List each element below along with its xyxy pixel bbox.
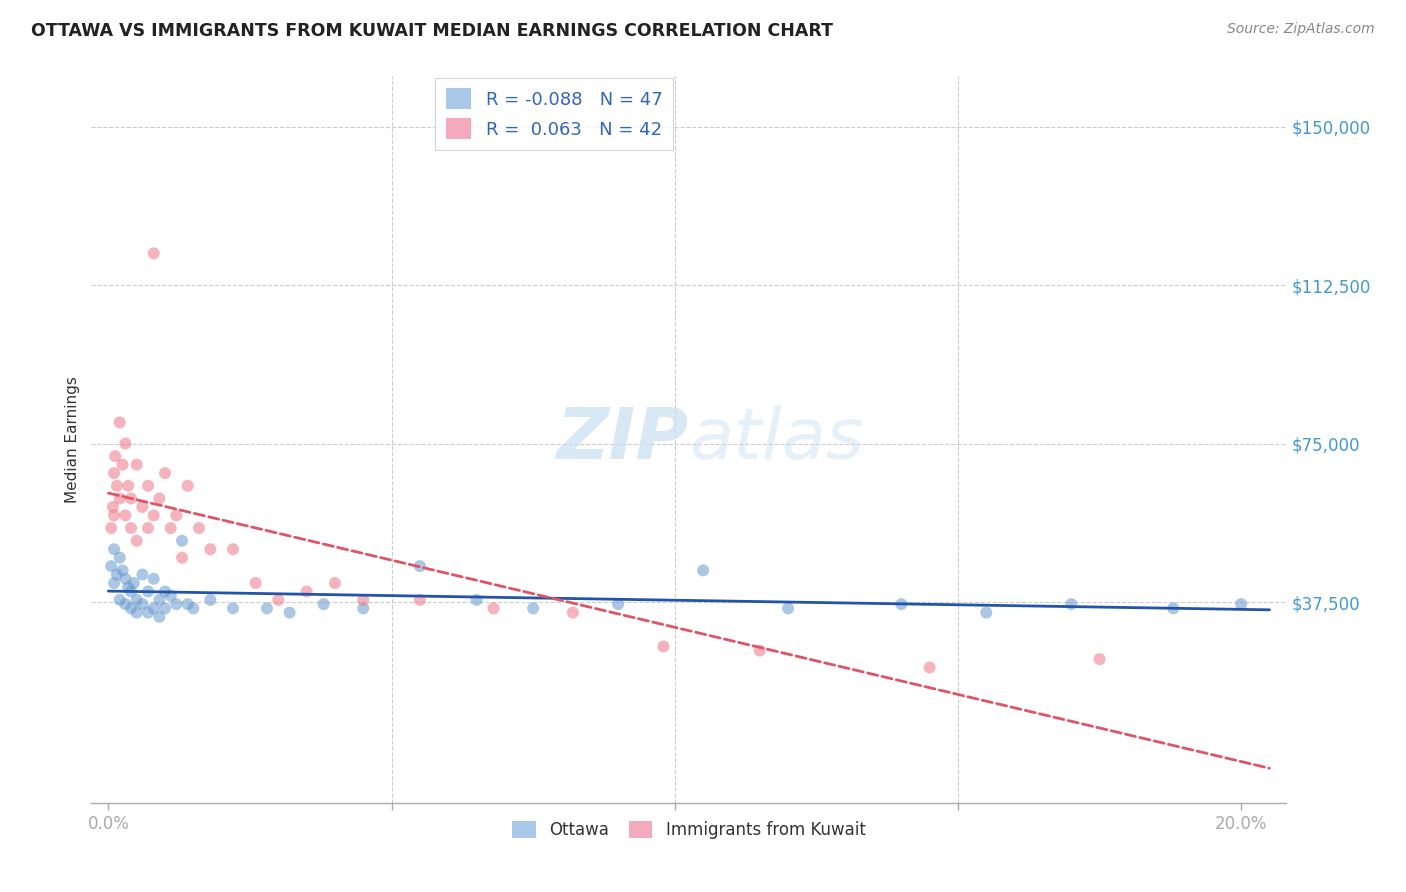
Point xyxy=(148,491,170,506)
Point xyxy=(170,533,193,548)
Point xyxy=(136,521,159,535)
Point xyxy=(1230,597,1253,611)
Point xyxy=(974,606,997,620)
Point xyxy=(131,500,153,514)
Point xyxy=(918,660,941,674)
Point xyxy=(748,643,770,657)
Point xyxy=(652,640,675,654)
Point xyxy=(103,466,125,480)
Point xyxy=(120,491,142,506)
Point xyxy=(117,580,139,594)
Point xyxy=(100,559,122,574)
Point xyxy=(142,246,165,260)
Point xyxy=(409,559,432,574)
Point xyxy=(295,584,318,599)
Point xyxy=(153,466,176,480)
Point xyxy=(245,576,267,591)
Point xyxy=(120,584,142,599)
Point xyxy=(114,572,136,586)
Point xyxy=(142,601,165,615)
Text: atlas: atlas xyxy=(689,405,863,474)
Point xyxy=(101,500,124,514)
Point xyxy=(170,550,193,565)
Point xyxy=(108,491,131,506)
Point xyxy=(561,606,583,620)
Point xyxy=(142,572,165,586)
Point xyxy=(148,610,170,624)
Text: ZIP: ZIP xyxy=(557,405,689,474)
Point xyxy=(103,576,125,591)
Point xyxy=(103,508,125,523)
Point xyxy=(114,508,136,523)
Point xyxy=(114,597,136,611)
Point xyxy=(323,576,346,591)
Point xyxy=(607,597,630,611)
Point xyxy=(692,563,714,577)
Point xyxy=(522,601,544,615)
Legend: Ottawa, Immigrants from Kuwait: Ottawa, Immigrants from Kuwait xyxy=(506,814,872,846)
Point xyxy=(165,508,187,523)
Point xyxy=(176,479,198,493)
Text: Source: ZipAtlas.com: Source: ZipAtlas.com xyxy=(1227,22,1375,37)
Point xyxy=(131,567,153,582)
Point xyxy=(103,542,125,557)
Point xyxy=(100,521,122,535)
Point xyxy=(104,449,127,463)
Point xyxy=(148,593,170,607)
Point xyxy=(117,479,139,493)
Point xyxy=(122,576,145,591)
Point xyxy=(409,593,432,607)
Point xyxy=(108,593,131,607)
Point xyxy=(267,593,290,607)
Point xyxy=(131,597,153,611)
Point xyxy=(482,601,505,615)
Point xyxy=(142,508,165,523)
Point xyxy=(1088,652,1111,666)
Point xyxy=(200,542,222,557)
Point xyxy=(1161,601,1184,615)
Point xyxy=(108,550,131,565)
Point xyxy=(136,479,159,493)
Point xyxy=(776,601,799,615)
Point xyxy=(153,601,176,615)
Point xyxy=(278,606,301,620)
Point xyxy=(125,533,148,548)
Point xyxy=(352,593,374,607)
Point xyxy=(114,436,136,450)
Point xyxy=(165,597,187,611)
Point xyxy=(105,567,128,582)
Text: OTTAWA VS IMMIGRANTS FROM KUWAIT MEDIAN EARNINGS CORRELATION CHART: OTTAWA VS IMMIGRANTS FROM KUWAIT MEDIAN … xyxy=(31,22,832,40)
Point xyxy=(111,563,134,577)
Point xyxy=(136,584,159,599)
Point xyxy=(125,606,148,620)
Point xyxy=(312,597,335,611)
Point xyxy=(153,584,176,599)
Point xyxy=(176,597,198,611)
Point xyxy=(1060,597,1083,611)
Point xyxy=(120,601,142,615)
Y-axis label: Median Earnings: Median Earnings xyxy=(65,376,80,503)
Point xyxy=(105,479,128,493)
Point xyxy=(200,593,222,607)
Point xyxy=(222,542,245,557)
Point xyxy=(108,416,131,430)
Point xyxy=(256,601,278,615)
Point xyxy=(111,458,134,472)
Point xyxy=(222,601,245,615)
Point xyxy=(465,593,488,607)
Point xyxy=(120,521,142,535)
Point xyxy=(183,601,205,615)
Point xyxy=(352,601,374,615)
Point xyxy=(159,589,181,603)
Point xyxy=(159,521,181,535)
Point xyxy=(890,597,912,611)
Point xyxy=(136,606,159,620)
Point xyxy=(125,458,148,472)
Point xyxy=(125,593,148,607)
Point xyxy=(188,521,211,535)
